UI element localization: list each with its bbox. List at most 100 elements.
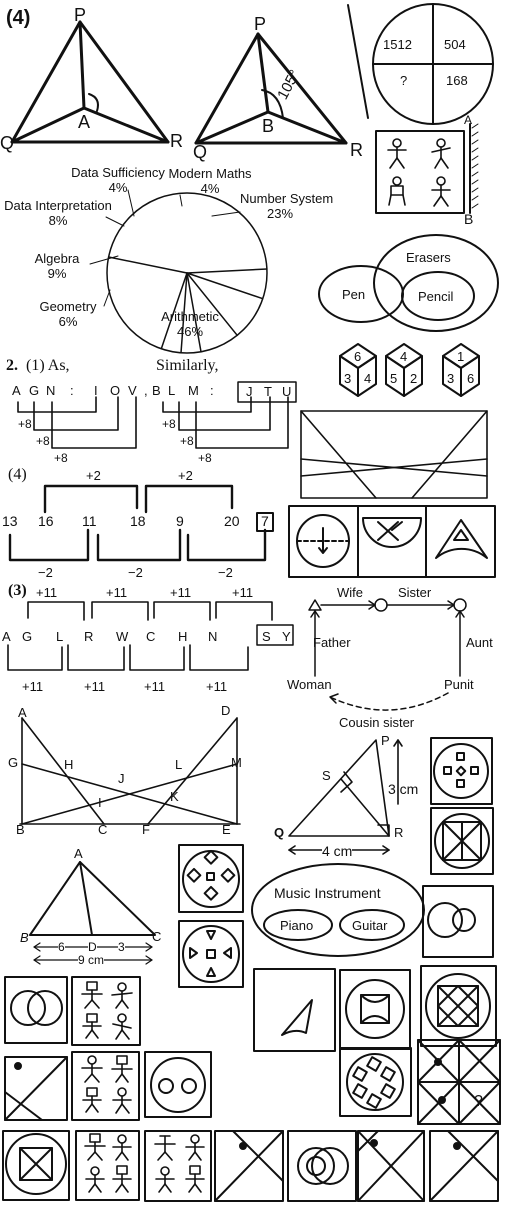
series-b-letter-3: : — [210, 383, 214, 398]
ns-value-6: 7 — [261, 513, 269, 529]
ns-bottom-step-2: −2 — [128, 565, 143, 580]
die2-right: 2 — [410, 371, 418, 386]
tri-fig-label-4: L — [175, 757, 183, 772]
venn-music-outer: Music Instrument — [274, 885, 381, 901]
pie-label-algebra: Algebra 9% — [34, 251, 80, 281]
venn-music-guitar: Guitar — [352, 918, 388, 933]
vertex-p2: P — [254, 14, 267, 34]
die3-right: 6 — [467, 371, 475, 386]
pie-slice-modern-maths — [160, 272, 188, 350]
series-a-letter-3: : — [70, 383, 74, 398]
ns-top-step-1: +2 — [86, 468, 101, 483]
tri-fig-label-3: J — [118, 771, 125, 786]
mirror-stick-figures — [375, 123, 479, 214]
vertex-a: A — [78, 112, 91, 132]
step-b1: +8 — [162, 417, 176, 431]
die3-top: 1 — [457, 349, 465, 364]
vertex-r1: R — [170, 131, 183, 151]
ls-bottom-step-3: +11 — [144, 679, 166, 694]
ls-bottom-step-2: +11 — [84, 679, 106, 694]
number-series-connectors — [8, 484, 267, 562]
tri-fig-label-1: G — [8, 755, 19, 770]
ls-top-step-4: +11 — [232, 585, 254, 600]
circle-value-tr: 504 — [444, 37, 466, 52]
vertex-q1: Q — [0, 133, 15, 153]
family-woman: Woman — [287, 677, 332, 692]
abc-label-a: A — [74, 846, 83, 861]
circle-value-br: 168 — [446, 73, 468, 88]
series-a-letter-7: , — [144, 383, 148, 398]
ls-letter-4: W — [116, 629, 129, 644]
ns-value-3: 18 — [130, 513, 146, 529]
pie-slice-geometry — [186, 272, 264, 300]
ls-letter-0: A — [2, 629, 11, 644]
section-2-item: (1) As, — [26, 357, 70, 374]
circle-value-tl: 1512 — [383, 37, 412, 52]
tri-fig-label-2: H — [64, 757, 74, 772]
rt-label-r: R — [394, 825, 404, 840]
ls-letter-5: C — [146, 629, 156, 644]
rt-label-p: P — [381, 733, 390, 748]
tri-fig-label-8: K — [170, 789, 179, 804]
tri-fig-label-6: M — [231, 755, 242, 770]
triangles-count-figure — [19, 717, 241, 825]
letter-series-connectors — [7, 601, 273, 671]
vertex-q2: Q — [193, 142, 208, 162]
die3-left: 3 — [447, 371, 455, 386]
abc-label-d: D — [88, 940, 97, 954]
tri-fig-label-11: F — [142, 822, 150, 837]
tri-fig-label-0: A — [18, 705, 27, 720]
pie-label-geometry: Geometry 6% — [39, 299, 97, 329]
pie-slice-data-sufficiency — [180, 272, 188, 354]
abc-bc-9cm: 9 cm — [78, 953, 105, 967]
ns-value-2: 11 — [82, 513, 97, 529]
venn-music-piano: Piano — [280, 918, 314, 933]
die2-left: 5 — [390, 371, 398, 386]
family-aunt: Aunt — [466, 635, 493, 650]
ls-letter-8: S — [262, 629, 271, 644]
ls-bottom-step-1: +11 — [22, 679, 44, 694]
pie-label-modern-maths: Modern Maths 4% — [168, 166, 252, 196]
vertex-r2: R — [350, 140, 363, 160]
series-b-boxed-1: T — [264, 384, 272, 399]
series-a-letter-6: V — [128, 383, 137, 398]
vertex-p1: P — [74, 5, 87, 25]
tri-fig-label-9: B — [16, 822, 25, 837]
venn-label-pencil: Pencil — [418, 289, 454, 304]
right-triangle-pqr — [288, 739, 403, 855]
figure-series-boxes — [288, 505, 496, 578]
step-b2: +8 — [180, 434, 194, 448]
bottom-figures — [2, 965, 501, 1202]
step-a3: +8 — [54, 451, 68, 465]
stick-figures-sets — [81, 981, 205, 1193]
ns-top-step-2: +2 — [178, 468, 193, 483]
family-punit: Punit — [444, 677, 474, 692]
series-a-letter-4: I — [94, 383, 98, 398]
ls-letter-9: Y — [282, 629, 291, 644]
figure-squares-column — [178, 737, 494, 988]
ls-letter-7: N — [208, 629, 218, 644]
triangle-pqr-b — [194, 32, 348, 145]
ns-value-5: 20 — [224, 513, 240, 529]
series-b-boxed-0: J — [246, 384, 253, 399]
abc-bd-6: 6 — [58, 940, 65, 954]
vertex-b: B — [262, 116, 275, 136]
answer-box-7 — [256, 512, 274, 532]
rt-label-q: Q — [274, 825, 285, 840]
pie-label-arithmetic: Arithmetic 46% — [161, 309, 219, 339]
family-father: Father — [313, 635, 351, 650]
ls-letter-6: H — [178, 629, 188, 644]
venn-label-erasers: Erasers — [406, 250, 451, 265]
ls-top-step-2: +11 — [106, 585, 128, 600]
series-a-letter-0: A — [12, 383, 21, 398]
number-circle — [372, 3, 494, 125]
section-2-similarly: Similarly, — [156, 357, 219, 374]
series-b-letter-0: B — [152, 383, 161, 398]
ls-top-step-1: +11 — [36, 585, 58, 600]
pie-slice-algebra — [186, 272, 238, 337]
series-b-letter-1: L — [168, 383, 176, 398]
ls-top-step-3: +11 — [170, 585, 192, 600]
pie-outline — [106, 192, 268, 354]
rt-label-s: S — [322, 768, 331, 783]
